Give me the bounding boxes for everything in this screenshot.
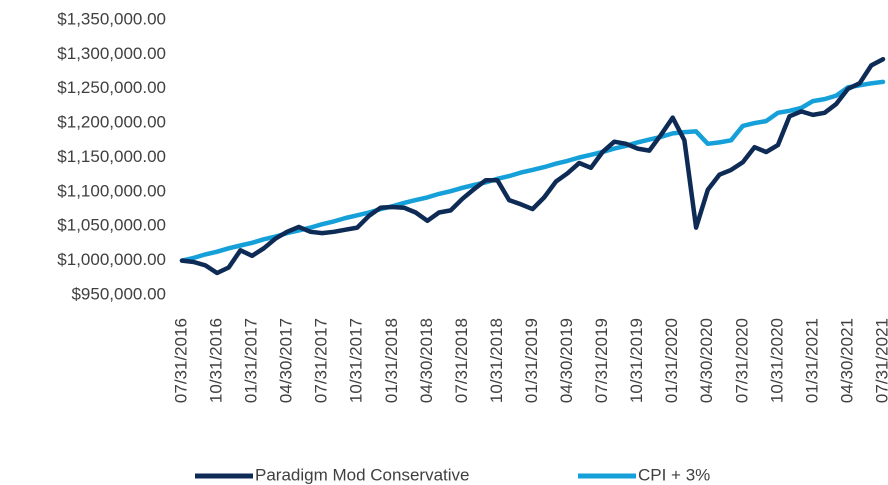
x-tick-label: 01/31/2020: [662, 318, 681, 403]
x-tick-label: 04/30/2020: [697, 318, 716, 403]
x-tick-label: 07/31/2017: [312, 318, 331, 403]
y-tick-label: $1,250,000.00: [57, 78, 166, 97]
x-tick-label: 07/31/2018: [452, 318, 471, 403]
x-tick-label: 01/31/2017: [242, 318, 261, 403]
x-tick-label: 07/31/2021: [872, 318, 888, 403]
x-tick-label: 01/31/2019: [522, 318, 541, 403]
x-tick-label: 04/30/2021: [837, 318, 856, 403]
x-tick-label: 07/31/2016: [171, 318, 190, 403]
x-tick-label: 10/31/2018: [487, 318, 506, 403]
x-tick-label: 04/30/2018: [417, 318, 436, 403]
x-tick-label: 10/31/2016: [207, 318, 226, 403]
series-line: [179, 56, 886, 276]
y-tick-label: $1,000,000.00: [57, 250, 166, 269]
legend-label: Paradigm Mod Conservative: [255, 465, 469, 484]
series-line: [179, 79, 886, 263]
x-tick-label: 07/31/2019: [592, 318, 611, 403]
x-tick-label: 07/31/2020: [732, 318, 751, 403]
y-tick-label: $1,150,000.00: [57, 147, 166, 166]
y-tick-label: $950,000.00: [71, 284, 166, 303]
y-tick-label: $1,100,000.00: [57, 181, 166, 200]
x-tick-label: 04/30/2019: [557, 318, 576, 403]
x-tick-label: 04/30/2017: [277, 318, 296, 403]
legend-label: CPI + 3%: [638, 465, 710, 484]
x-tick-label: 10/31/2017: [347, 318, 366, 403]
y-tick-label: $1,200,000.00: [57, 113, 166, 132]
x-tick-label: 10/31/2020: [767, 318, 786, 403]
x-tick-label: 01/31/2021: [802, 318, 821, 403]
y-tick-label: $1,300,000.00: [57, 44, 166, 63]
y-tick-label: $1,350,000.00: [57, 9, 166, 28]
x-tick-label: 01/31/2018: [382, 318, 401, 403]
x-tick-label: 10/31/2019: [627, 318, 646, 403]
y-tick-label: $1,050,000.00: [57, 216, 166, 235]
